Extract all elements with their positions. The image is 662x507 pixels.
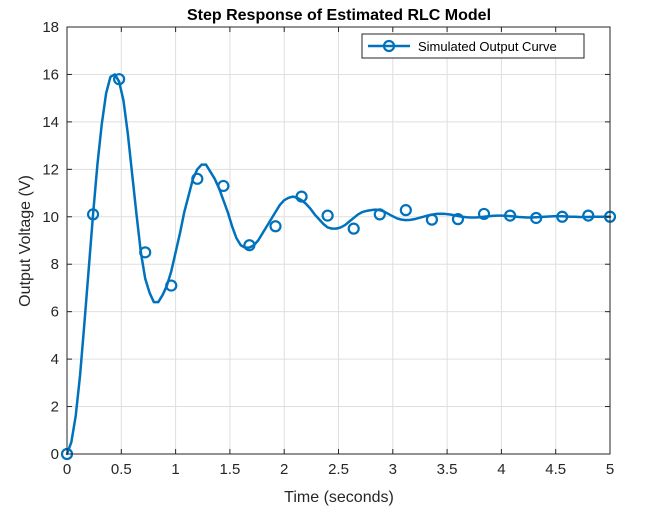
x-tick-label: 2.5	[328, 461, 349, 478]
x-tick-label: 3.5	[437, 461, 458, 478]
y-axis-title: Output Voltage (V)	[17, 175, 34, 307]
x-tick-label: 0	[63, 461, 71, 478]
y-tick-label: 6	[51, 304, 59, 321]
x-tick-labels: 0 0.5 1 1.5 2 2.5 3 3.5 4 4.5 5	[63, 461, 614, 478]
x-tick-label: 4	[497, 461, 505, 478]
y-tick-label: 2	[51, 399, 59, 416]
legend-marker-swatch	[382, 39, 396, 53]
data-point-marker	[165, 279, 178, 292]
x-tick-label: 4.5	[545, 461, 566, 478]
data-point-marker	[399, 204, 412, 217]
x-axis-title: Time (seconds)	[284, 489, 394, 506]
data-point-marker	[373, 208, 386, 221]
data-point-marker	[347, 222, 360, 235]
legend: Simulated Output Curve	[361, 33, 585, 59]
data-point-marker	[113, 73, 126, 86]
y-tick-label: 0	[51, 446, 59, 463]
data-point-marker	[139, 246, 152, 259]
y-tick-label: 18	[42, 19, 59, 36]
data-point-marker	[582, 209, 595, 222]
y-tick-label: 16	[42, 66, 59, 83]
y-tick-label: 14	[42, 114, 59, 131]
y-tick-label: 4	[51, 351, 59, 368]
y-tick-label: 12	[42, 161, 59, 178]
data-point-marker	[217, 179, 230, 193]
y-tick-label: 8	[51, 256, 59, 273]
data-point-marker	[295, 190, 308, 203]
data-point-marker	[269, 220, 282, 233]
x-tick-label: 3	[389, 461, 397, 478]
data-point-marker	[530, 211, 543, 225]
data-point-marker	[425, 213, 438, 226]
data-point-marker	[451, 213, 465, 226]
data-point-marker	[191, 172, 204, 185]
data-point-marker	[477, 207, 491, 221]
y-tick-label: 10	[42, 209, 59, 226]
x-tick-label: 1	[171, 461, 179, 478]
data-point-marker	[243, 239, 256, 252]
chart-title: Step Response of Estimated RLC Model	[187, 7, 491, 24]
data-point-marker	[86, 208, 100, 221]
x-tick-label: 0.5	[111, 461, 132, 478]
data-point-marker	[556, 210, 569, 223]
y-tick-labels: 0 2 4 6 8 10 12 14 16 18	[42, 19, 59, 463]
x-tick-label: 2	[280, 461, 288, 478]
legend-entry-label: Simulated Output Curve	[418, 39, 557, 54]
plot-area	[60, 26, 617, 461]
data-point-marker	[503, 209, 517, 222]
data-point-marker	[321, 209, 334, 222]
x-tick-label: 1.5	[219, 461, 240, 478]
tick-marks	[66, 26, 611, 455]
series-line	[65, 73, 612, 456]
x-tick-label: 5	[606, 461, 614, 478]
